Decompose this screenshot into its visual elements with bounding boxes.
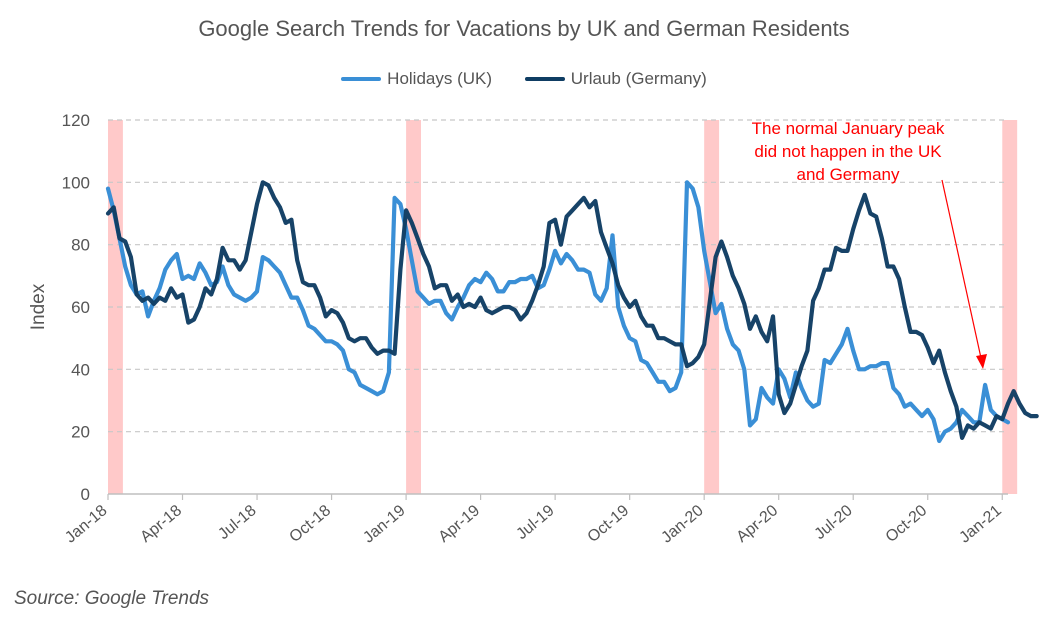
x-tick-label: Jan-20 (658, 502, 706, 547)
legend-item-uk: Holidays (UK) (341, 69, 492, 89)
chart-title: Google Search Trends for Vacations by UK… (198, 16, 850, 41)
y-tick-label: 60 (71, 298, 90, 317)
x-tick-label: Jan-21 (956, 502, 1004, 547)
x-tick-label: Jul-18 (215, 502, 259, 543)
x-tick-label: Oct-18 (286, 502, 334, 546)
legend-label-uk: Holidays (UK) (387, 69, 493, 88)
annotation-text-line: and Germany (797, 165, 900, 184)
x-tick-label: Oct-19 (585, 502, 633, 546)
highlight-band-jan-21 (1002, 120, 1018, 494)
y-tick-label: 0 (81, 485, 90, 504)
source-note: Source: Google Trends (14, 588, 210, 609)
y-tick-label: 100 (62, 173, 90, 192)
annotation-arrow-line (941, 179, 982, 359)
x-tick-label: Apr-18 (137, 502, 185, 546)
annotation-text-line: The normal January peak (752, 119, 945, 138)
x-tick-label: Jan-19 (360, 502, 408, 547)
x-tick-label: Apr-19 (435, 502, 483, 546)
y-tick-label: 120 (62, 111, 90, 130)
x-tick-label: Jul-20 (811, 502, 855, 543)
legend-item-germany: Urlaub (Germany) (524, 69, 707, 89)
y-axis-label: Index (28, 283, 49, 330)
y-tick-label: 20 (71, 423, 90, 442)
x-tick-label: Oct-20 (883, 502, 931, 546)
legend: Holidays (UK) Urlaub (Germany) (0, 66, 1048, 89)
y-tick-label: 40 (71, 360, 90, 379)
annotation-text-line: did not happen in the UK (754, 142, 942, 161)
highlight-band-jan-18 (108, 120, 123, 494)
annotation-arrowhead (976, 354, 987, 369)
series-line-uk (105, 180, 1011, 444)
legend-swatch-germany (524, 77, 565, 81)
x-tick-label: Jul-19 (513, 502, 557, 543)
x-tick-label: Jan-18 (62, 502, 110, 547)
y-tick-label: 80 (71, 236, 90, 255)
legend-swatch-uk (341, 77, 382, 81)
legend-label-germany: Urlaub (Germany) (570, 69, 707, 88)
series-line-germany (105, 180, 1039, 440)
x-tick-label: Apr-20 (734, 502, 782, 546)
